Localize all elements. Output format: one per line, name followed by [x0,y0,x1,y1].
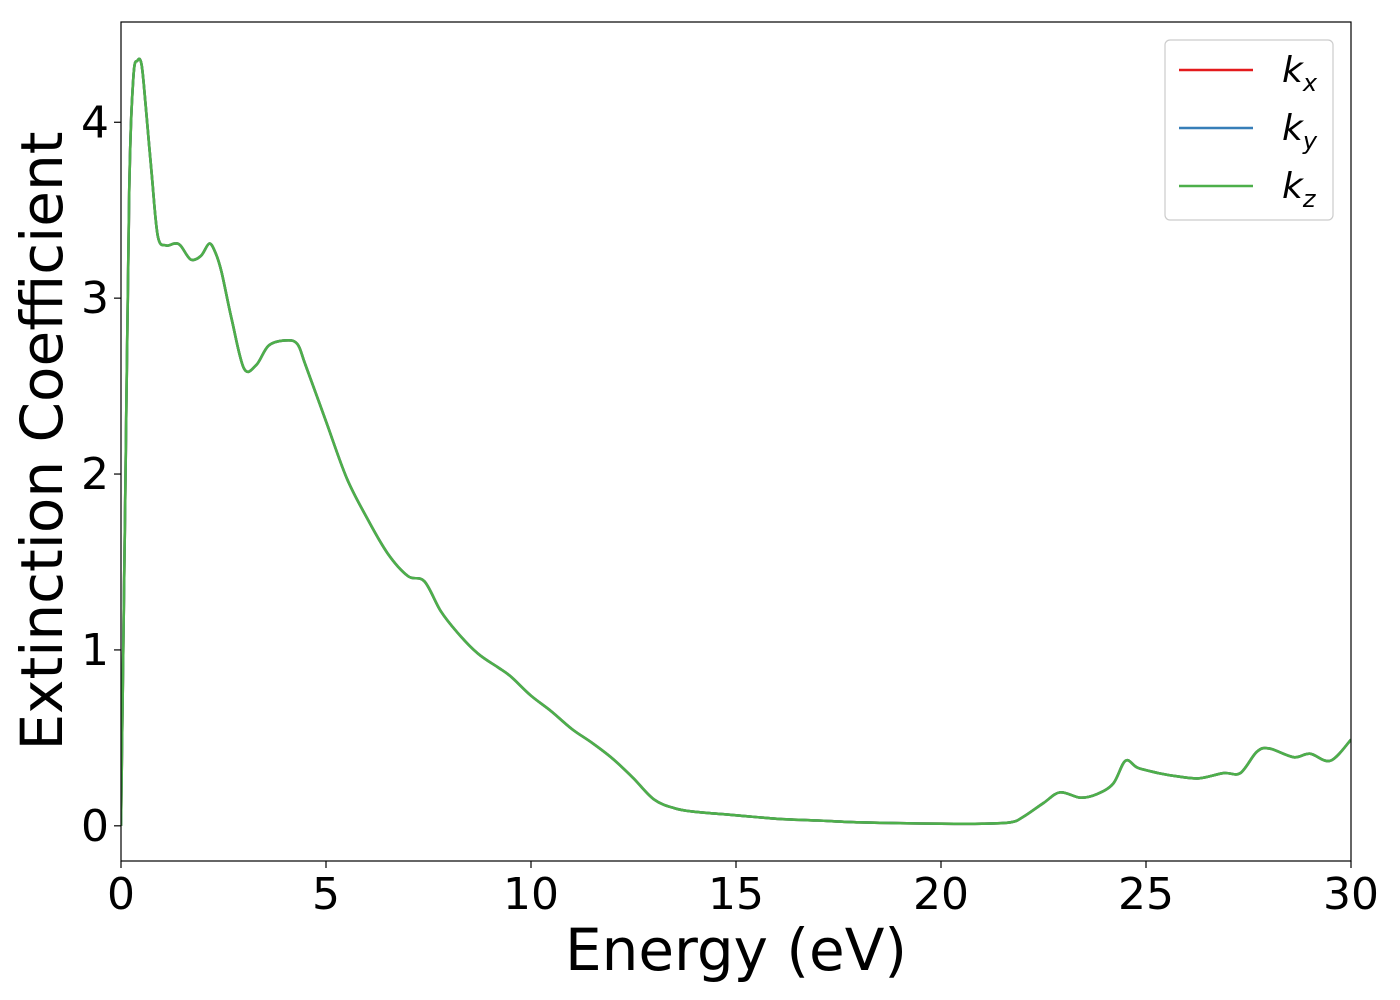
legend-label-kx: kx [1282,50,1318,97]
x-axis-label: Energy (eV) [565,916,907,984]
x-tick-label: 25 [1118,869,1174,920]
x-tick-label: 10 [503,869,559,920]
legend-label-sub: x [1302,69,1318,97]
y-tick-label: 3 [81,273,109,324]
legend-label-base: k [1282,50,1305,91]
legend-label-kz: kz [1282,166,1317,213]
x-tick-label: 15 [708,869,764,920]
series-layer [121,57,1351,826]
legend-label-ky: ky [1282,108,1318,155]
legend-label-sub: y [1302,127,1318,155]
legend-label-base: k [1282,166,1305,207]
x-tick-label: 30 [1323,869,1379,920]
y-axis: 0 1 2 3 4 [81,97,121,852]
series-line-kz [121,57,1351,826]
x-tick-label: 0 [107,869,135,920]
x-axis: 0 5 10 15 20 25 30 [107,861,1379,920]
legend-label-sub: z [1302,185,1317,213]
x-tick-label: 5 [312,869,340,920]
y-tick-label: 4 [81,97,109,148]
y-tick-label: 0 [81,801,109,852]
x-tick-label: 20 [913,869,969,920]
y-tick-label: 2 [81,449,109,500]
y-tick-label: 1 [81,625,109,676]
y-axis-label: Extinction Coefficient [8,132,76,751]
legend-box [1164,39,1334,221]
legend-label-base: k [1282,108,1305,149]
